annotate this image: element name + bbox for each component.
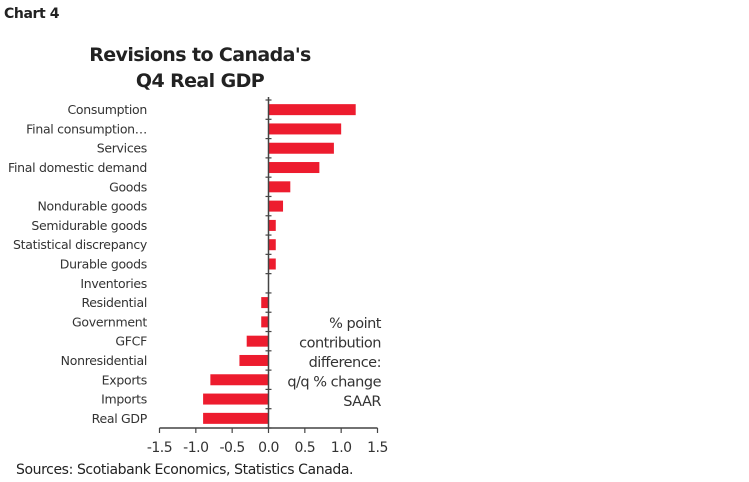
- bar: [268, 200, 284, 212]
- category-label: Real GDP: [92, 411, 148, 426]
- category-label: Government: [72, 314, 147, 329]
- bar: [268, 181, 291, 193]
- chart-annotation: contribution: [299, 336, 381, 352]
- source-note: Sources: Scotiabank Economics, Statistic…: [16, 462, 354, 478]
- x-tick-label: -0.5: [220, 440, 245, 456]
- category-label: Exports: [102, 372, 147, 387]
- category-label: Final consumption…: [26, 121, 147, 136]
- category-label: Nonresidential: [61, 353, 147, 368]
- bar: [268, 123, 342, 135]
- category-label: Inventories: [80, 276, 147, 291]
- x-tick-label: -1.0: [183, 440, 208, 456]
- category-label: Durable goods: [60, 257, 147, 272]
- category-label: Services: [97, 141, 147, 156]
- bar: [261, 297, 269, 309]
- category-label: Residential: [81, 295, 147, 310]
- bar: [239, 354, 269, 366]
- chart-title: Revisions to Canada's Q4 Real GDP: [60, 42, 340, 94]
- x-tick-label: 0.5: [294, 440, 315, 456]
- category-label: Goods: [109, 179, 147, 194]
- category-label: Nondurable goods: [37, 199, 147, 214]
- category-label: Final domestic demand: [8, 160, 147, 175]
- category-label: Statistical discrepancy: [13, 237, 148, 252]
- bar: [268, 219, 276, 231]
- x-tick-label: 1.0: [331, 440, 352, 456]
- bar: [268, 104, 356, 116]
- chart-annotation: % point: [329, 316, 382, 332]
- bar: [268, 239, 276, 251]
- category-label: Consumption: [68, 102, 148, 117]
- bar: [203, 412, 269, 424]
- bar: [210, 374, 269, 386]
- bar: [268, 258, 276, 270]
- chart-title-line: Q4 Real GDP: [135, 70, 265, 92]
- x-tick-label: -1.5: [147, 440, 172, 456]
- category-label: Semidurable goods: [31, 218, 147, 233]
- chart-label: Chart 4: [4, 6, 60, 22]
- x-tick-label: 0.0: [258, 440, 279, 456]
- bar: [268, 162, 320, 174]
- bar: [268, 142, 334, 154]
- bar: [261, 316, 269, 328]
- bar: [203, 393, 269, 405]
- x-tick-label: 1.5: [367, 440, 388, 456]
- category-label: Imports: [101, 392, 147, 407]
- chart-annotation: SAAR: [343, 394, 381, 410]
- chart-annotation: difference:: [309, 355, 381, 371]
- bar: [246, 335, 269, 347]
- category-label: GFCF: [115, 334, 147, 349]
- chart-annotation: q/q % change: [287, 375, 381, 391]
- chart-title-line: Revisions to Canada's: [89, 44, 311, 66]
